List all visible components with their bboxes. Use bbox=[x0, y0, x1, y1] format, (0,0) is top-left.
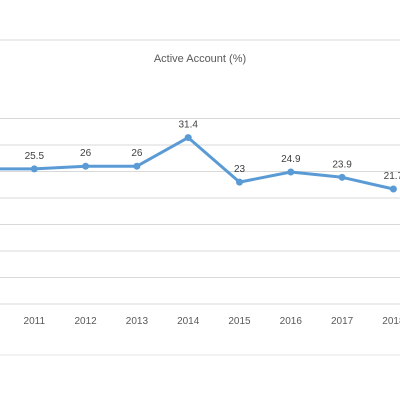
x-tick-2017: 2017 bbox=[331, 316, 354, 327]
x-axis-labels: 201020112012201320142015201620172018 bbox=[24, 316, 400, 327]
data-label-2015: 23 bbox=[234, 164, 246, 175]
data-label-2013: 26 bbox=[131, 148, 143, 159]
points-layer bbox=[30, 134, 397, 193]
data-point-2017 bbox=[338, 173, 346, 181]
data-point-2015 bbox=[236, 178, 243, 186]
x-tick-2014: 2014 bbox=[177, 316, 200, 327]
x-tick-2018: 2018 bbox=[382, 316, 400, 327]
data-label-2011: 25.5 bbox=[25, 151, 45, 162]
x-tick-2011: 2011 bbox=[24, 316, 46, 327]
data-label-2018: 21.7 bbox=[384, 171, 400, 182]
data-point-2013 bbox=[133, 162, 141, 170]
data-labels: 25.5 26 26 31.4 23 24.9 23.9 21.7 bbox=[25, 120, 400, 182]
x-tick-2015: 2015 bbox=[228, 316, 251, 327]
x-tick-2016: 2016 bbox=[280, 316, 303, 327]
gridlines bbox=[0, 118, 400, 305]
data-point-2018 bbox=[389, 185, 397, 193]
chart-title: Active Account (%) bbox=[154, 53, 246, 65]
data-label-2014: 31.4 bbox=[178, 120, 198, 131]
data-point-2012 bbox=[82, 162, 90, 170]
data-label-2016: 24.9 bbox=[281, 154, 301, 165]
data-point-2016 bbox=[287, 168, 295, 176]
x-tick-2012: 2012 bbox=[74, 316, 97, 327]
data-point-2014 bbox=[184, 134, 192, 142]
data-point-2011 bbox=[30, 165, 38, 173]
data-label-2017: 23.9 bbox=[332, 159, 352, 170]
x-tick-2013: 2013 bbox=[126, 316, 149, 327]
data-label-2012: 26 bbox=[80, 148, 92, 159]
